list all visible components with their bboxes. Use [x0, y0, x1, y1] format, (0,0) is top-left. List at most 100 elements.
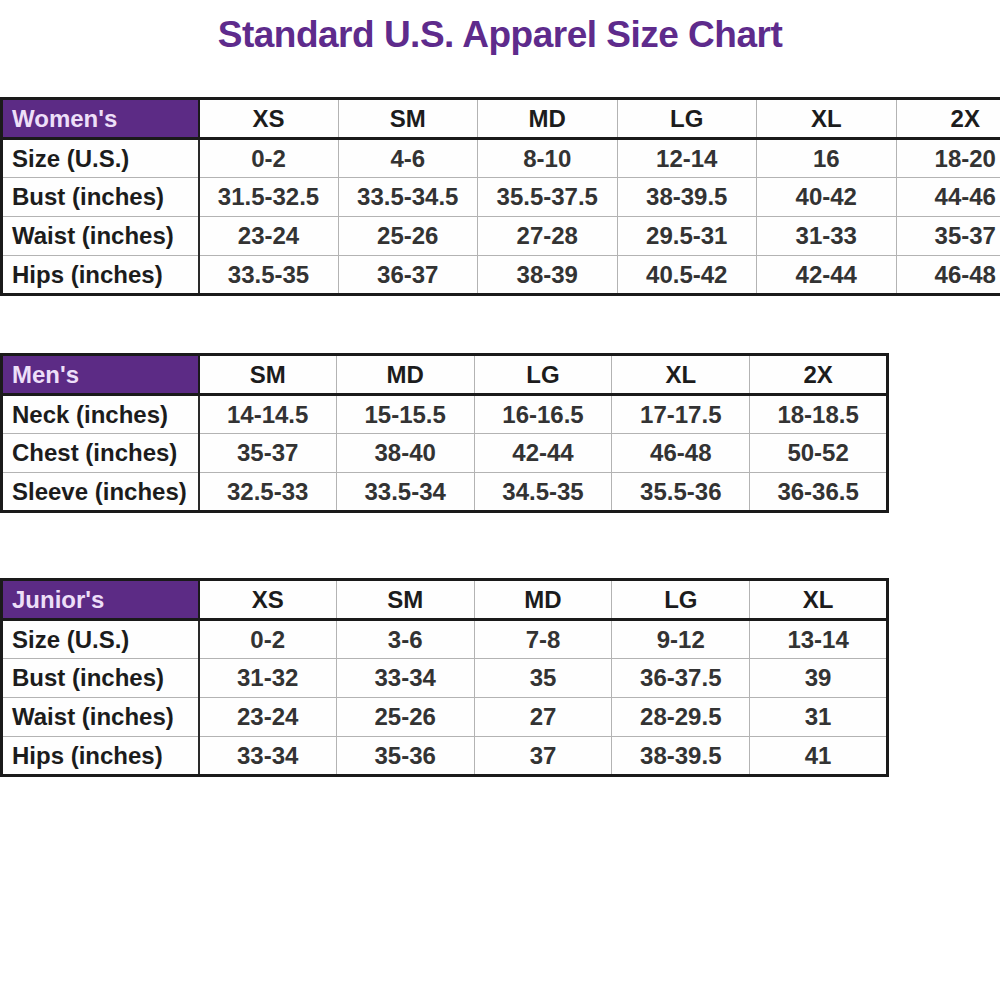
value-cell: 31-33 [757, 217, 897, 256]
value-cell: 16-16.5 [474, 395, 612, 434]
size-column-header: XL [750, 580, 888, 620]
table-row: Waist (inches)23-2425-262728-29.531 [2, 698, 888, 737]
value-cell: 33-34 [336, 659, 474, 698]
value-cell: 7-8 [474, 620, 612, 659]
value-cell: 31-32 [199, 659, 337, 698]
juniors-size-table: Junior'sXSSMMDLGXLSize (U.S.)0-23-67-89-… [0, 578, 889, 777]
size-column-header: XL [757, 99, 897, 139]
value-cell: 8-10 [478, 139, 618, 178]
value-cell: 15-15.5 [336, 395, 474, 434]
value-cell: 25-26 [336, 698, 474, 737]
value-cell: 36-37 [338, 256, 478, 295]
value-cell: 35-37 [199, 434, 337, 473]
value-cell: 27-28 [478, 217, 618, 256]
value-cell: 12-14 [617, 139, 757, 178]
group-name-cell: Junior's [2, 580, 199, 620]
size-column-header: LG [617, 99, 757, 139]
row-label-cell: Chest (inches) [2, 434, 199, 473]
size-column-header: XS [199, 99, 339, 139]
value-cell: 31 [750, 698, 888, 737]
size-column-header: SM [199, 355, 337, 395]
size-column-header: LG [474, 355, 612, 395]
value-cell: 42-44 [757, 256, 897, 295]
row-label-cell: Bust (inches) [2, 178, 199, 217]
row-label-cell: Waist (inches) [2, 698, 199, 737]
size-column-header: 2X [896, 99, 1000, 139]
value-cell: 35.5-37.5 [478, 178, 618, 217]
value-cell: 33-34 [199, 737, 337, 776]
value-cell: 36-37.5 [612, 659, 750, 698]
womens-size-table: Women'sXSSMMDLGXL2XSize (U.S.)0-24-68-10… [0, 97, 1000, 296]
table-row: Bust (inches)31.5-32.533.5-34.535.5-37.5… [2, 178, 1000, 217]
value-cell: 38-39.5 [617, 178, 757, 217]
value-cell: 40-42 [757, 178, 897, 217]
page-title: Standard U.S. Apparel Size Chart [0, 14, 1000, 56]
size-column-header: SM [338, 99, 478, 139]
value-cell: 4-6 [338, 139, 478, 178]
group-name-cell: Men's [2, 355, 199, 395]
table-row: Hips (inches)33-3435-363738-39.541 [2, 737, 888, 776]
value-cell: 35 [474, 659, 612, 698]
value-cell: 39 [750, 659, 888, 698]
table-row: Hips (inches)33.5-3536-3738-3940.5-4242-… [2, 256, 1000, 295]
value-cell: 33.5-34 [336, 473, 474, 512]
header-row: Men'sSMMDLGXL2X [2, 355, 888, 395]
value-cell: 27 [474, 698, 612, 737]
table-row: Waist (inches)23-2425-2627-2829.5-3131-3… [2, 217, 1000, 256]
value-cell: 18-20 [896, 139, 1000, 178]
header-row: Women'sXSSMMDLGXL2X [2, 99, 1000, 139]
value-cell: 50-52 [750, 434, 888, 473]
value-cell: 44-46 [896, 178, 1000, 217]
value-cell: 36-36.5 [750, 473, 888, 512]
value-cell: 0-2 [199, 139, 339, 178]
value-cell: 16 [757, 139, 897, 178]
value-cell: 38-39.5 [612, 737, 750, 776]
value-cell: 23-24 [199, 217, 339, 256]
table-row: Size (U.S.)0-24-68-1012-141618-20 [2, 139, 1000, 178]
value-cell: 14-14.5 [199, 395, 337, 434]
table-row: Neck (inches)14-14.515-15.516-16.517-17.… [2, 395, 888, 434]
value-cell: 0-2 [199, 620, 337, 659]
table-row: Sleeve (inches)32.5-3333.5-3434.5-3535.5… [2, 473, 888, 512]
row-label-cell: Size (U.S.) [2, 620, 199, 659]
group-name-cell: Women's [2, 99, 199, 139]
value-cell: 33.5-35 [199, 256, 339, 295]
value-cell: 41 [750, 737, 888, 776]
value-cell: 40.5-42 [617, 256, 757, 295]
value-cell: 29.5-31 [617, 217, 757, 256]
value-cell: 32.5-33 [199, 473, 337, 512]
value-cell: 23-24 [199, 698, 337, 737]
value-cell: 35-36 [336, 737, 474, 776]
size-column-header: MD [478, 99, 618, 139]
row-label-cell: Hips (inches) [2, 737, 199, 776]
value-cell: 28-29.5 [612, 698, 750, 737]
size-column-header: SM [336, 580, 474, 620]
value-cell: 3-6 [336, 620, 474, 659]
row-label-cell: Size (U.S.) [2, 139, 199, 178]
value-cell: 13-14 [750, 620, 888, 659]
value-cell: 46-48 [612, 434, 750, 473]
size-column-header: XS [199, 580, 337, 620]
mens-size-table: Men'sSMMDLGXL2XNeck (inches)14-14.515-15… [0, 353, 889, 513]
row-label-cell: Hips (inches) [2, 256, 199, 295]
value-cell: 35.5-36 [612, 473, 750, 512]
value-cell: 17-17.5 [612, 395, 750, 434]
table-row: Chest (inches)35-3738-4042-4446-4850-52 [2, 434, 888, 473]
value-cell: 38-40 [336, 434, 474, 473]
size-column-header: MD [336, 355, 474, 395]
table-row: Size (U.S.)0-23-67-89-1213-14 [2, 620, 888, 659]
row-label-cell: Sleeve (inches) [2, 473, 199, 512]
value-cell: 37 [474, 737, 612, 776]
row-label-cell: Waist (inches) [2, 217, 199, 256]
value-cell: 35-37 [896, 217, 1000, 256]
value-cell: 9-12 [612, 620, 750, 659]
size-chart-page: Standard U.S. Apparel Size Chart Women's… [0, 0, 1000, 1000]
value-cell: 38-39 [478, 256, 618, 295]
size-column-header: 2X [750, 355, 888, 395]
value-cell: 33.5-34.5 [338, 178, 478, 217]
value-cell: 31.5-32.5 [199, 178, 339, 217]
value-cell: 25-26 [338, 217, 478, 256]
size-column-header: XL [612, 355, 750, 395]
value-cell: 18-18.5 [750, 395, 888, 434]
row-label-cell: Neck (inches) [2, 395, 199, 434]
